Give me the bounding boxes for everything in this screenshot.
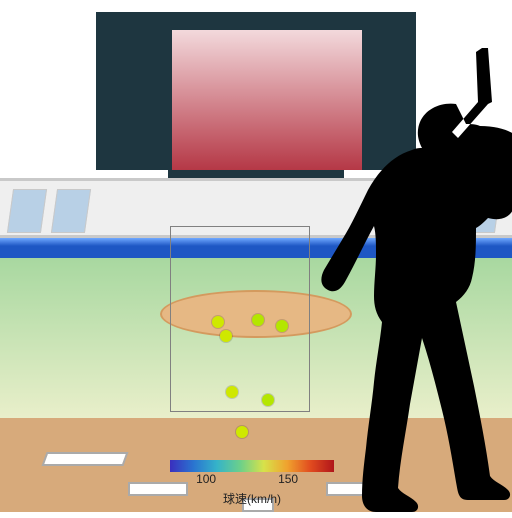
pitch-marker xyxy=(226,386,238,398)
plate-line xyxy=(44,454,126,464)
pitch-marker xyxy=(252,314,264,326)
pitch-marker xyxy=(220,330,232,342)
strike-zone xyxy=(170,226,310,412)
pitch-marker xyxy=(262,394,274,406)
pitch-marker xyxy=(236,426,248,438)
batter-silhouette xyxy=(306,48,512,518)
pitch-location-chart: 100 150 球速(km/h) xyxy=(0,0,512,512)
pitch-marker xyxy=(276,320,288,332)
stands-window xyxy=(51,189,91,233)
pitch-marker xyxy=(212,316,224,328)
legend-label: 球速(km/h) xyxy=(170,490,334,507)
velocity-legend: 100 150 球速(km/h) xyxy=(170,460,334,507)
stands-window xyxy=(7,189,47,233)
legend-ticks: 100 150 xyxy=(170,472,334,488)
legend-gradient-bar xyxy=(170,460,334,472)
legend-tick: 150 xyxy=(278,472,298,486)
legend-tick: 100 xyxy=(196,472,216,486)
